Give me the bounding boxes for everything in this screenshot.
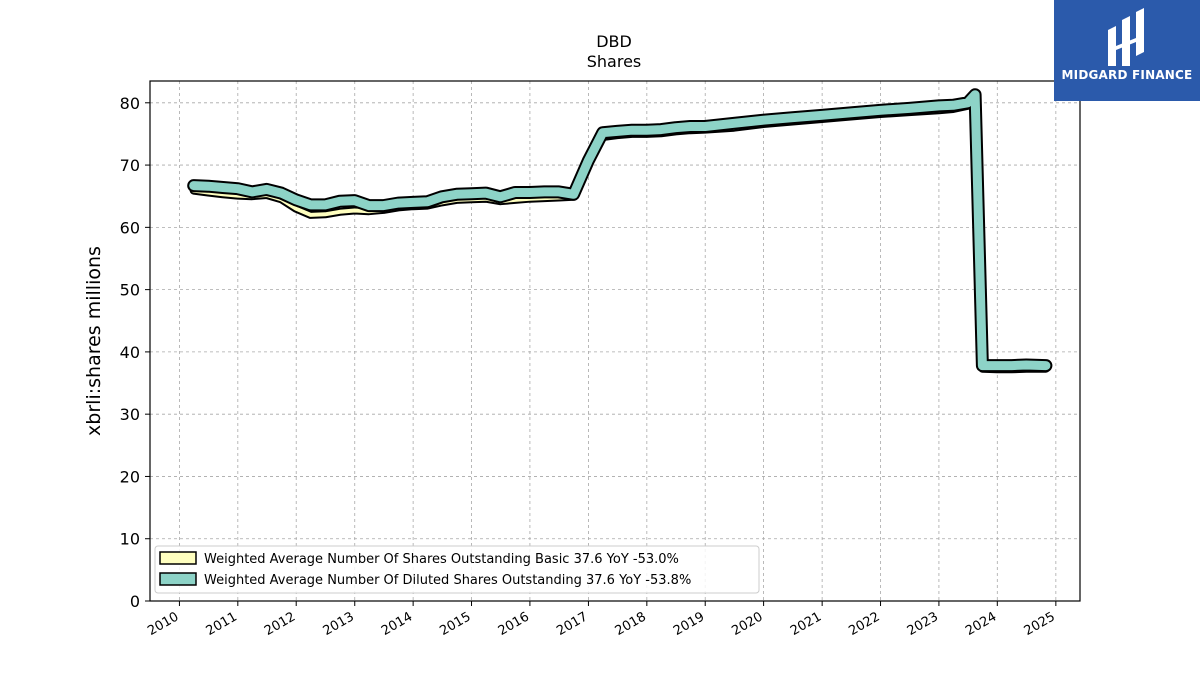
y-axis-label: xbrli:shares millions — [83, 246, 105, 436]
x-tick-label: 2016 — [496, 609, 532, 639]
x-tick-label: 2024 — [963, 609, 999, 639]
x-tick-label: 2020 — [729, 609, 765, 639]
legend-swatch-basic — [159, 551, 197, 565]
y-tick-label: 40 — [120, 343, 140, 362]
legend-box — [154, 545, 760, 594]
x-tick-label: 2019 — [671, 609, 707, 639]
y-tick-label: 70 — [120, 156, 140, 175]
chart-subtitle: Shares — [587, 52, 642, 71]
legend-label-diluted: Weighted Average Number Of Diluted Share… — [204, 573, 691, 588]
x-tick-label: 2025 — [1022, 609, 1058, 639]
series-outline-0 — [189, 98, 1050, 374]
x-tick-label: 2023 — [905, 609, 941, 639]
series-line-1 — [189, 90, 1051, 371]
x-tick-label: 2021 — [788, 609, 824, 639]
y-tick-label: 80 — [120, 94, 140, 113]
y-tick-label: 50 — [120, 281, 140, 300]
x-tick-label: 2018 — [613, 609, 649, 639]
x-tick-label: 2015 — [437, 609, 473, 639]
series-layer — [187, 88, 1053, 374]
x-tick-label: 2011 — [204, 609, 240, 639]
x-tick-label: 2022 — [846, 609, 882, 639]
x-tick-label: 2013 — [321, 609, 357, 639]
y-tick-label: 60 — [120, 218, 140, 237]
brand-name: MIDGARD FINANCE — [1061, 68, 1193, 82]
y-tick-label: 20 — [120, 467, 140, 486]
y-tick-label: 10 — [120, 530, 140, 549]
series-line-0 — [191, 100, 1048, 372]
midgard-logo-icon — [1108, 8, 1144, 66]
y-tick-label: 0 — [130, 592, 140, 611]
x-tick-label: 2012 — [262, 609, 298, 639]
legend: Weighted Average Number Of Shares Outsta… — [154, 545, 760, 594]
plot-frame — [149, 80, 1081, 602]
chart-title: DBD — [596, 32, 632, 51]
legend-swatch-diluted — [159, 572, 197, 586]
x-tick-label: 2014 — [379, 609, 415, 639]
grid-layer — [150, 81, 1080, 602]
legend-label-basic: Weighted Average Number Of Shares Outsta… — [204, 552, 679, 567]
x-tick-label: 2017 — [554, 609, 590, 639]
brand-logo: MIDGARD FINANCE — [1054, 0, 1200, 101]
y-tick-label: 30 — [120, 405, 140, 424]
x-tick-label: 2010 — [145, 609, 181, 639]
